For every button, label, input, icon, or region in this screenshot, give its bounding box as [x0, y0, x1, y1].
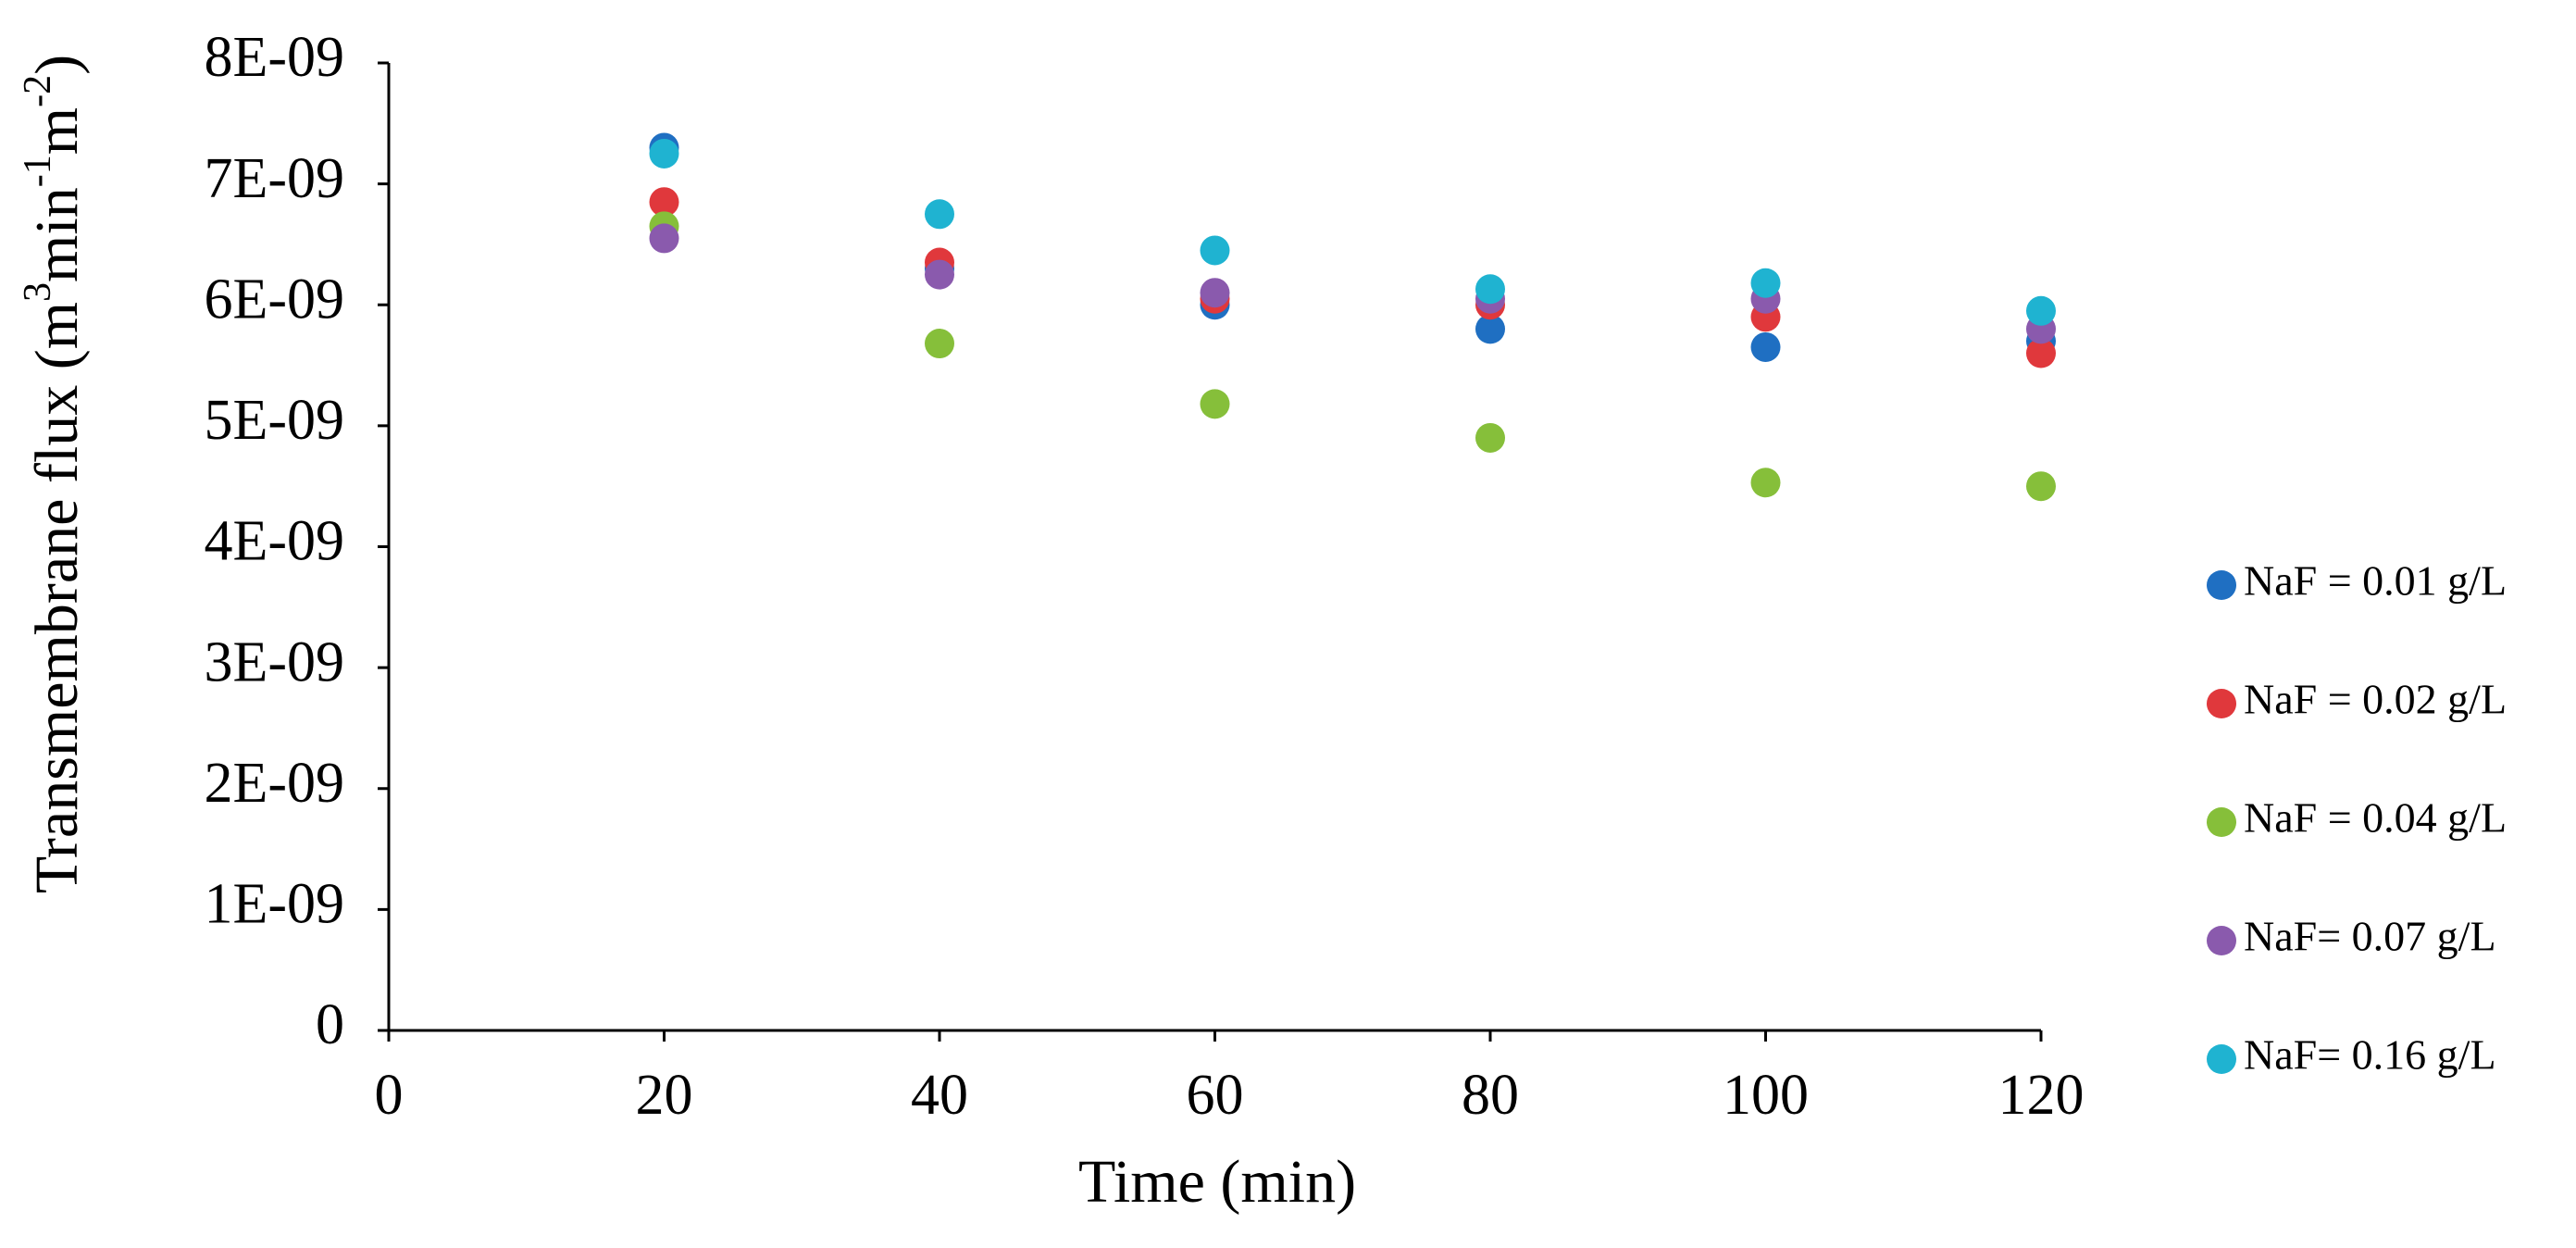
data-point-series-4: [649, 223, 679, 254]
legend-label: NaF= 0.16 g/L: [2244, 1031, 2496, 1079]
legend-item: NaF = 0.04 g/L: [2207, 794, 2507, 842]
y-axis-title: Transmembrane flux (m3min-1m-2): [17, 55, 92, 893]
legend-marker: [2207, 807, 2236, 837]
data-point-series-3: [2026, 471, 2056, 502]
data-point-series-5: [1200, 235, 1230, 266]
x-tick-label: 120: [1998, 1064, 2084, 1127]
data-point-series-3: [1475, 422, 1505, 453]
legend-marker: [2207, 570, 2236, 600]
y-tick-label: 4E-09: [204, 510, 344, 573]
x-tick-label: 80: [1462, 1064, 1519, 1127]
data-point-series-3: [1750, 468, 1781, 498]
x-tick-label: 40: [911, 1064, 968, 1127]
data-point-series-3: [925, 329, 954, 359]
data-point-series-5: [925, 199, 954, 230]
legend-item: NaF= 0.07 g/L: [2207, 913, 2496, 960]
data-point-series-5: [1475, 274, 1505, 305]
y-axis-ticks: 0 1E-09 2E-09 3E-09 4E-09 5E-09 6E-09 7E-09 8E-0…: [204, 26, 389, 1056]
legend-label: NaF = 0.04 g/L: [2244, 794, 2507, 842]
legend-marker: [2207, 926, 2236, 955]
y-tick-label: 5E-09: [204, 389, 344, 452]
data-point-series-2: [649, 187, 679, 218]
y-tick-label: 1E-09: [204, 873, 344, 936]
y-tick-label: 7E-09: [204, 147, 344, 210]
legend-item: NaF = 0.01 g/L: [2207, 557, 2507, 605]
y-tick-label: 2E-09: [204, 752, 344, 815]
legend-item: NaF= 0.16 g/L: [2207, 1031, 2496, 1079]
data-point-series-4: [1200, 278, 1230, 308]
data-point-series-5: [2026, 295, 2056, 326]
y-tick-label: 6E-09: [204, 268, 344, 331]
x-tick-label: 60: [1187, 1064, 1244, 1127]
y-tick-label: 3E-09: [204, 630, 344, 693]
x-tick-label: 0: [375, 1064, 404, 1127]
y-axis-title-text: Transmembrane flux (m3min-1m-2): [17, 55, 92, 893]
data-point-series-3: [1200, 389, 1230, 419]
legend-label: NaF= 0.07 g/L: [2244, 913, 2496, 960]
x-tick-label: 100: [1723, 1064, 1809, 1127]
legend: NaF = 0.01 g/L NaF = 0.02 g/L NaF = 0.04 g…: [2207, 557, 2507, 1079]
legend-marker: [2207, 1044, 2236, 1074]
x-axis-ticks: 0 20 40 60 80 100 120: [375, 1030, 2084, 1127]
data-point-series-5: [649, 138, 679, 168]
y-tick-label: 0: [316, 993, 344, 1056]
data-point-series-4: [925, 259, 954, 290]
legend-label: NaF = 0.01 g/L: [2244, 557, 2507, 605]
x-tick-label: 20: [636, 1064, 693, 1127]
data-point-series-1: [1475, 314, 1505, 344]
legend-marker: [2207, 689, 2236, 718]
data-points: [649, 132, 2056, 502]
data-point-series-5: [1750, 268, 1781, 298]
data-point-series-1: [1750, 331, 1781, 362]
data-point-series-2: [2026, 338, 2056, 368]
y-tick-label: 8E-09: [204, 26, 344, 89]
legend-label: NaF = 0.02 g/L: [2244, 676, 2507, 723]
x-axis-title: Time (min): [1078, 1148, 1356, 1216]
legend-item: NaF = 0.02 g/L: [2207, 676, 2507, 723]
